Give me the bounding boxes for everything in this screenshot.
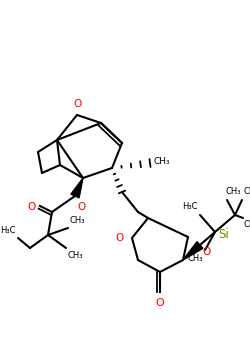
Text: O: O: [202, 247, 210, 257]
Text: O: O: [28, 202, 36, 212]
Text: O: O: [73, 99, 81, 109]
Text: CH₃: CH₃: [68, 251, 84, 260]
Text: CH₃: CH₃: [243, 187, 250, 196]
Text: CH₃: CH₃: [244, 220, 250, 229]
Text: O: O: [77, 202, 85, 212]
Text: O: O: [156, 298, 164, 308]
Text: H₃C: H₃C: [182, 202, 198, 211]
Text: H₃C: H₃C: [0, 226, 16, 235]
Polygon shape: [183, 241, 203, 260]
Text: CH₃: CH₃: [226, 187, 242, 196]
Text: Si: Si: [218, 228, 229, 240]
Text: CH₃: CH₃: [153, 158, 170, 167]
Text: O: O: [116, 233, 124, 243]
Text: CH₃: CH₃: [70, 216, 86, 225]
Polygon shape: [71, 178, 83, 198]
Text: CH₃: CH₃: [188, 254, 203, 263]
